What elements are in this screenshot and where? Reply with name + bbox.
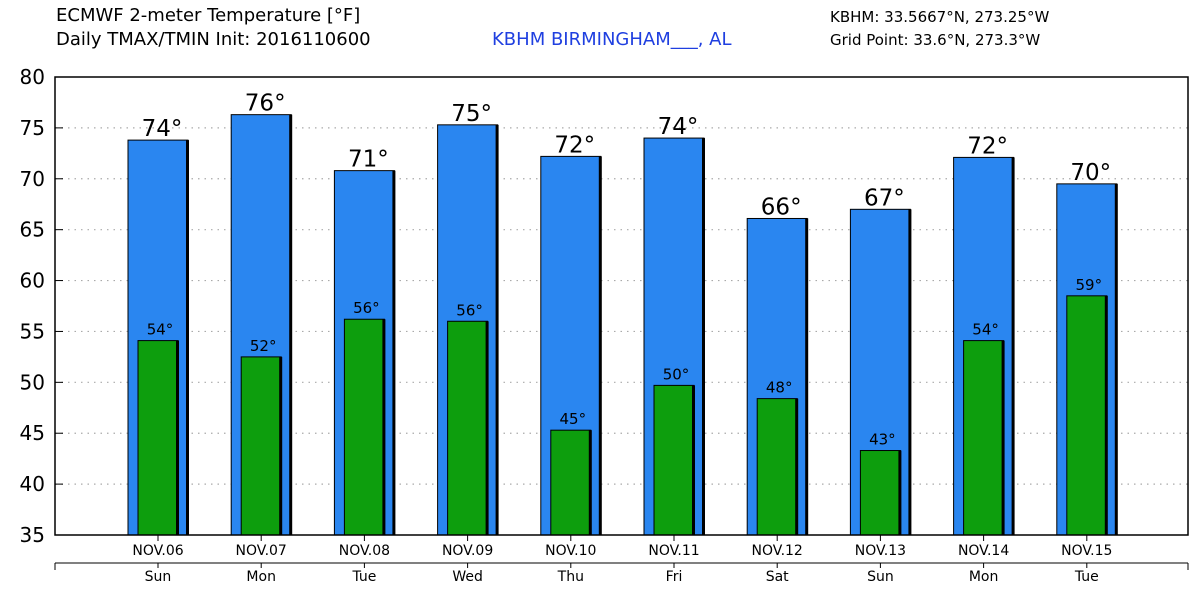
x-weekday-label: Sun: [867, 569, 894, 585]
tmin-bar: [447, 320, 489, 536]
tmin-bar-shadow: [588, 430, 592, 535]
tmax-label: 76°: [245, 91, 286, 117]
tmin-bar-shadow: [1001, 340, 1005, 535]
tmin-label: 48°: [766, 379, 793, 397]
x-weekday-label: Mon: [969, 569, 999, 585]
tmax-bar-shadow: [598, 156, 602, 536]
x-weekday-label: Sat: [766, 569, 789, 585]
tmin-bar-shadow: [485, 321, 489, 535]
tmax-label: 74°: [142, 116, 183, 142]
axes: [54, 76, 1189, 570]
tmin-bar: [240, 356, 282, 536]
x-date-label: NOV.13: [855, 543, 906, 559]
y-tick-label: 70: [20, 167, 45, 191]
chart-title-line2: Daily TMAX/TMIN Init: 2016110600: [56, 29, 371, 50]
tmax-label: 72°: [554, 132, 595, 158]
tmin-bar: [137, 340, 179, 536]
tmax-label: 74°: [658, 114, 699, 140]
x-date-label: NOV.08: [339, 543, 390, 559]
y-tick-label: 60: [20, 269, 45, 293]
tmin-label: 43°: [869, 431, 896, 449]
tmax-bar-shadow: [805, 218, 809, 535]
tmin-bar: [963, 340, 1005, 536]
tmin-label: 52°: [250, 337, 277, 355]
plot-frame: [54, 76, 1189, 536]
tmin-label: 56°: [353, 299, 380, 317]
tmin-bar: [859, 450, 901, 536]
x-weekday-label: Tue: [351, 569, 376, 585]
x-weekday-label: Mon: [246, 569, 276, 585]
tmax-bar-shadow: [289, 114, 293, 535]
tmin-bar: [343, 318, 385, 536]
tmin-bar-shadow: [692, 385, 695, 535]
tmin-label: 54°: [147, 321, 174, 339]
tmin-bar: [756, 398, 798, 536]
x-weekday-label: Thu: [557, 569, 584, 585]
y-tick-label: 55: [20, 319, 45, 343]
x-weekday-label: Fri: [666, 569, 683, 585]
y-tick-label: 35: [20, 523, 45, 547]
tmax-bar-shadow: [908, 209, 912, 536]
x-date-label: NOV.10: [545, 543, 596, 559]
tmin-bar-shadow: [382, 319, 386, 535]
tmin-label: 59°: [1076, 276, 1103, 294]
chart-title-line1: ECMWF 2-meter Temperature [°F]: [56, 5, 361, 26]
grid-point-coordinates: Grid Point: 33.6°N, 273.3°W: [830, 31, 1041, 49]
tmax-label: 71°: [348, 147, 389, 173]
tmin-label: 54°: [972, 321, 999, 339]
tmin-bar-shadow: [176, 340, 179, 535]
tmin-bar-shadow: [279, 356, 283, 535]
tmin-label: 45°: [560, 410, 587, 428]
y-tick-label: 75: [20, 116, 45, 140]
tmax-bar-shadow: [186, 140, 189, 535]
y-tick-label: 50: [20, 370, 45, 394]
x-date-label: NOV.06: [132, 543, 183, 559]
tmin-bar-shadow: [1104, 295, 1108, 535]
x-weekday-label: Wed: [452, 569, 483, 585]
tmax-label: 75°: [451, 101, 492, 127]
y-tick-label: 45: [20, 421, 45, 445]
tmin-bar-shadow: [898, 450, 902, 535]
x-date-label: NOV.07: [236, 543, 287, 559]
x-weekday-label: Sun: [145, 569, 172, 585]
tmin-bar: [550, 429, 592, 536]
x-date-label: NOV.12: [752, 543, 803, 559]
x-date-label: NOV.15: [1061, 543, 1112, 559]
tmin-label: 50°: [663, 365, 690, 383]
y-tick-label: 65: [20, 218, 45, 242]
tmin-label: 56°: [456, 301, 483, 319]
tmin-bar: [1066, 295, 1108, 536]
tmax-bar-shadow: [1011, 157, 1015, 535]
station-name: KBHM BIRMINGHAM___, AL: [492, 29, 732, 50]
y-tick-label: 40: [20, 472, 45, 496]
tmax-bar-shadow: [1114, 183, 1118, 535]
x-weekday-label: Tue: [1074, 569, 1099, 585]
tmin-bar: [653, 384, 695, 536]
tmax-label: 67°: [864, 185, 905, 211]
gridlines: [55, 127, 1188, 485]
tmax-bar-shadow: [392, 170, 396, 535]
tmax-label: 66°: [761, 194, 802, 220]
y-tick-label: 80: [20, 65, 45, 89]
x-date-label: NOV.14: [958, 543, 1009, 559]
tmax-bar-shadow: [495, 124, 499, 535]
tmax-label: 70°: [1070, 160, 1111, 186]
tmin-bar-shadow: [795, 398, 799, 535]
station-coordinates: KBHM: 33.5667°N, 273.25°W: [830, 8, 1050, 26]
tmax-bar-shadow: [702, 138, 705, 536]
x-date-label: NOV.09: [442, 543, 493, 559]
bars: [127, 114, 1118, 536]
x-date-label: NOV.11: [648, 543, 699, 559]
tmax-label: 72°: [967, 133, 1008, 159]
chart-labels: 35 40 45 50 55 60 65 70 75 80 74° 54° NOV.06 Sun 76° 52…: [20, 65, 1113, 585]
